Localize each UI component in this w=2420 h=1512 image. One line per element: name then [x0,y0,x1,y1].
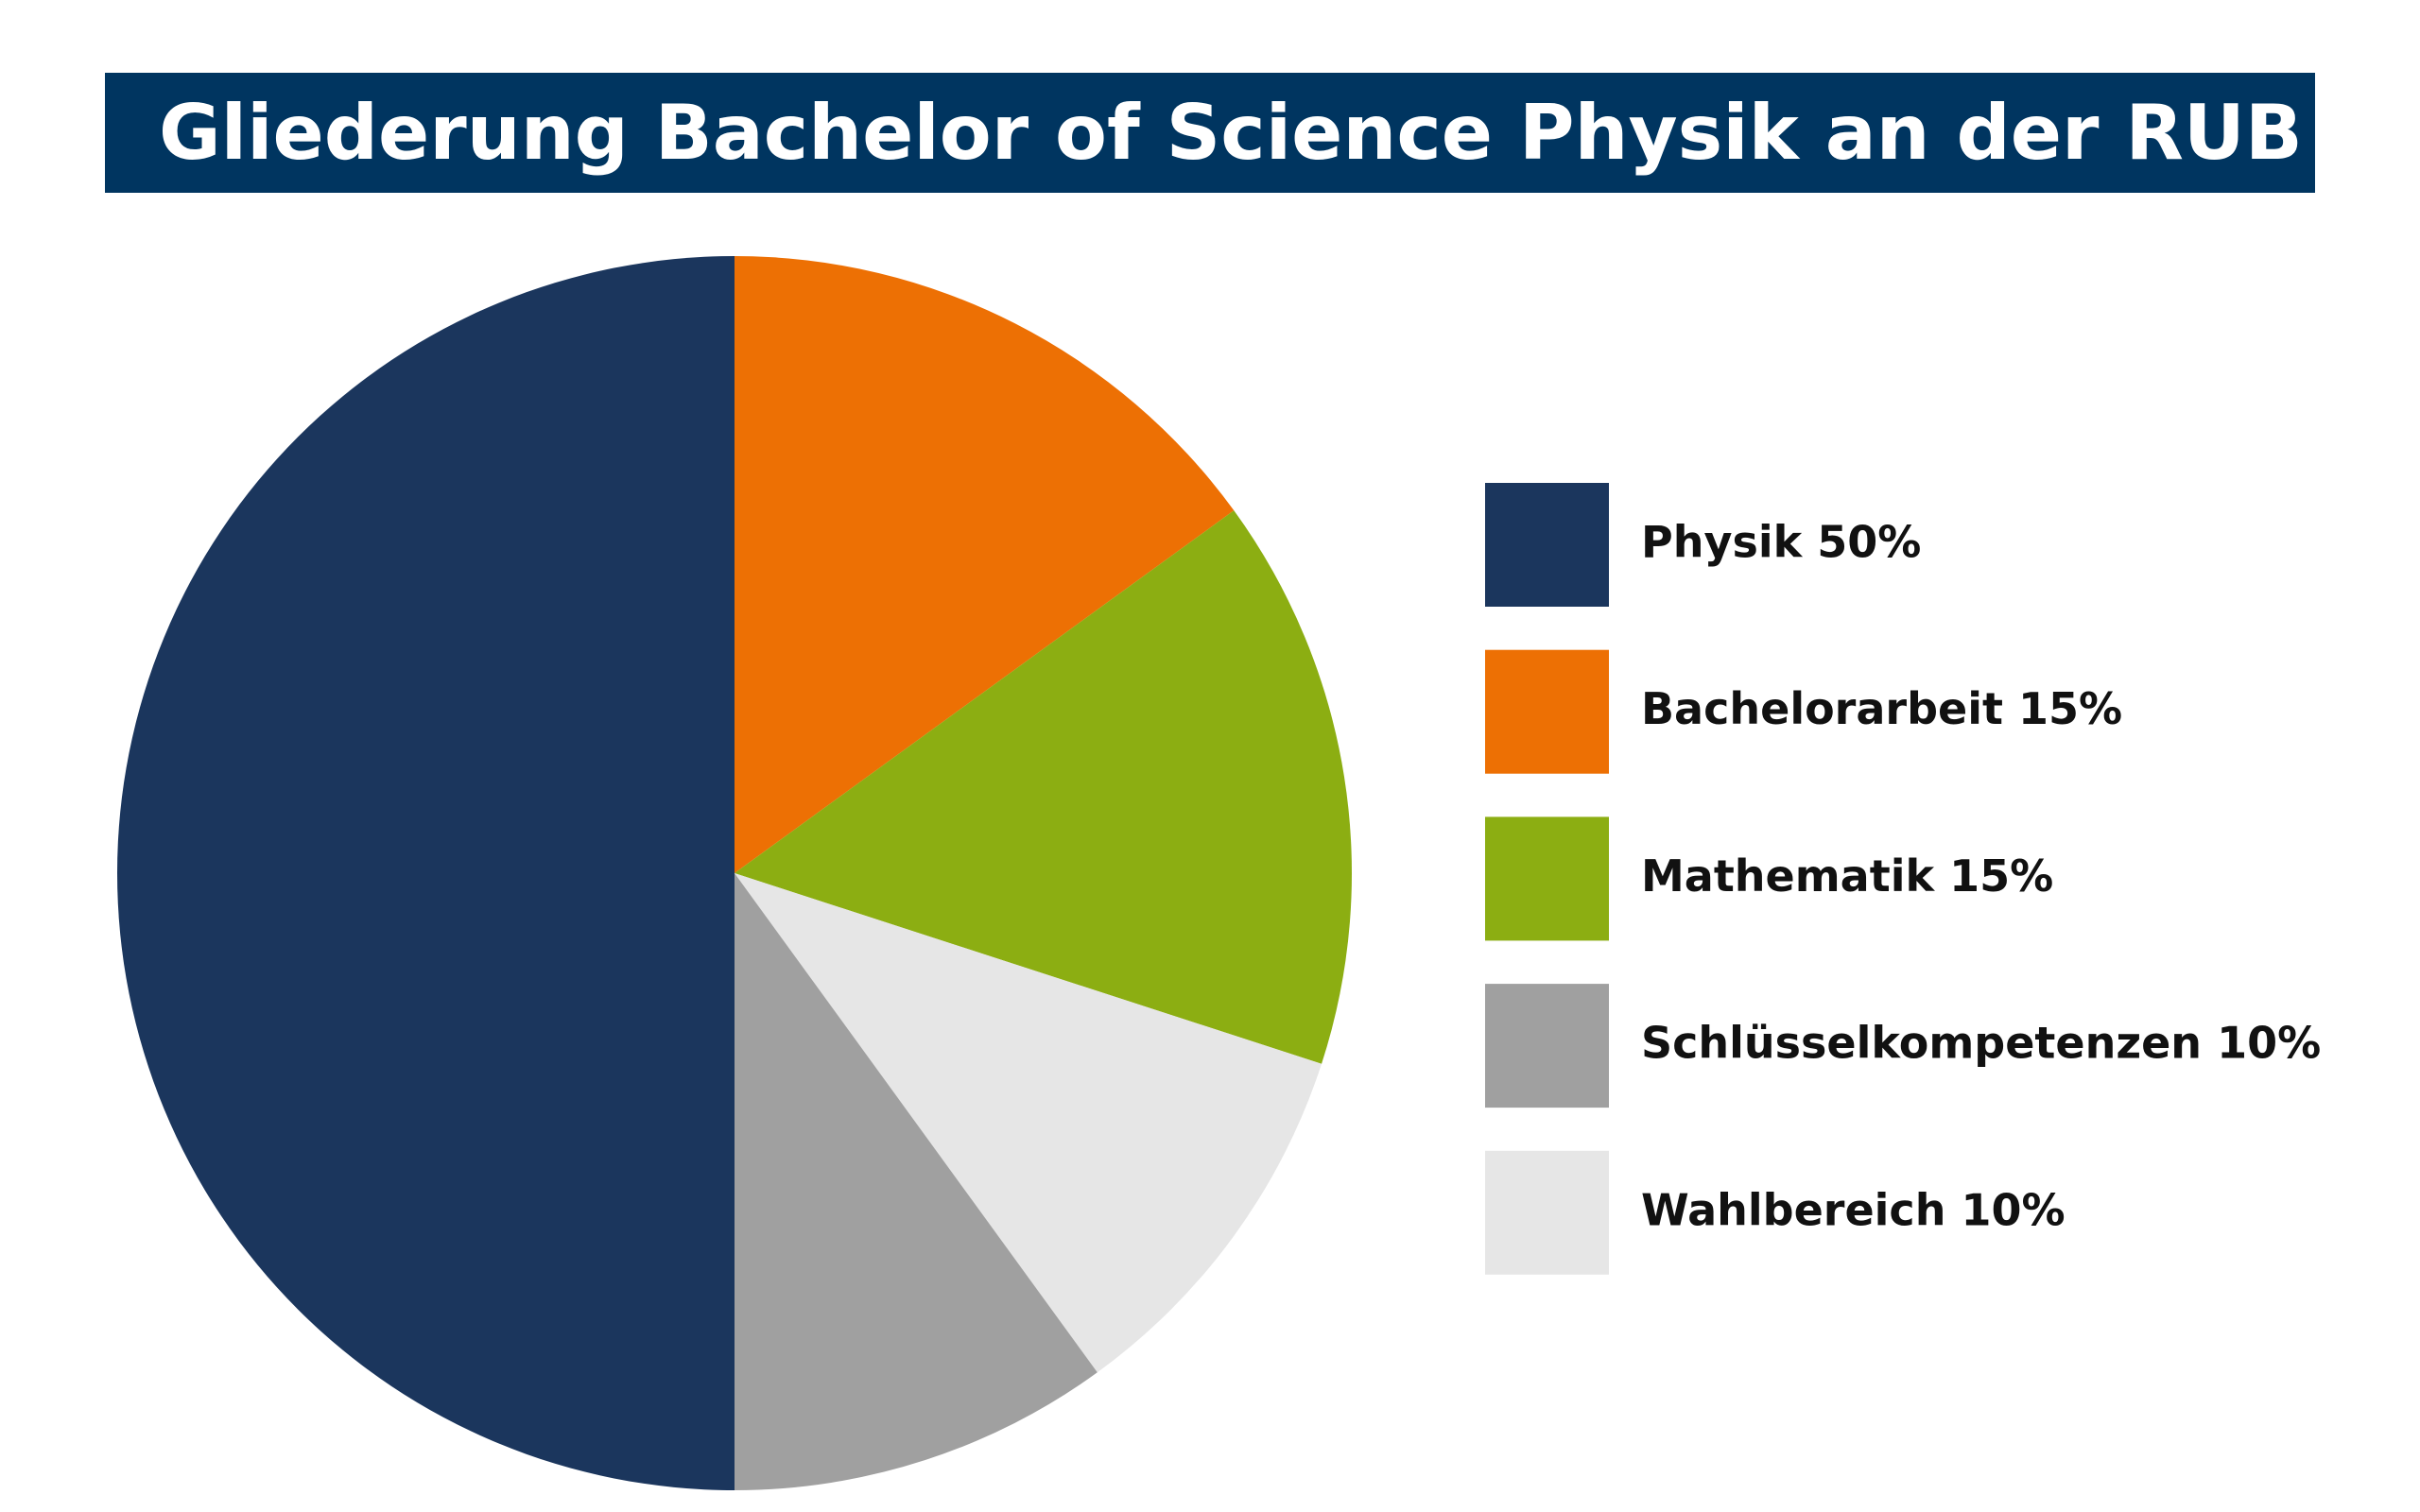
legend-label: Schlüsselkompetenzen 10% [1641,1018,2321,1069]
legend-label: Mathematik 15% [1641,850,2053,902]
legend-swatch [1485,649,1609,774]
pie-slice [735,873,1098,1490]
legend-label: Physik 50% [1641,517,1921,568]
title-bar [105,73,2315,193]
legend-swatch [1485,816,1609,941]
pie-slice [735,510,1352,1064]
legend-swatch [1485,1150,1609,1275]
pie-slice [117,256,735,1490]
chart-title: Gliederung Bachelor of Science Physik an… [159,89,2303,177]
legend-label: Wahlbereich 10% [1641,1184,2066,1235]
pie-slice [735,873,1322,1373]
legend-label: Bachelorarbeit 15% [1641,683,2122,734]
legend-swatch [1485,984,1609,1108]
pie-slice [735,256,1235,873]
legend-swatch [1485,483,1609,607]
